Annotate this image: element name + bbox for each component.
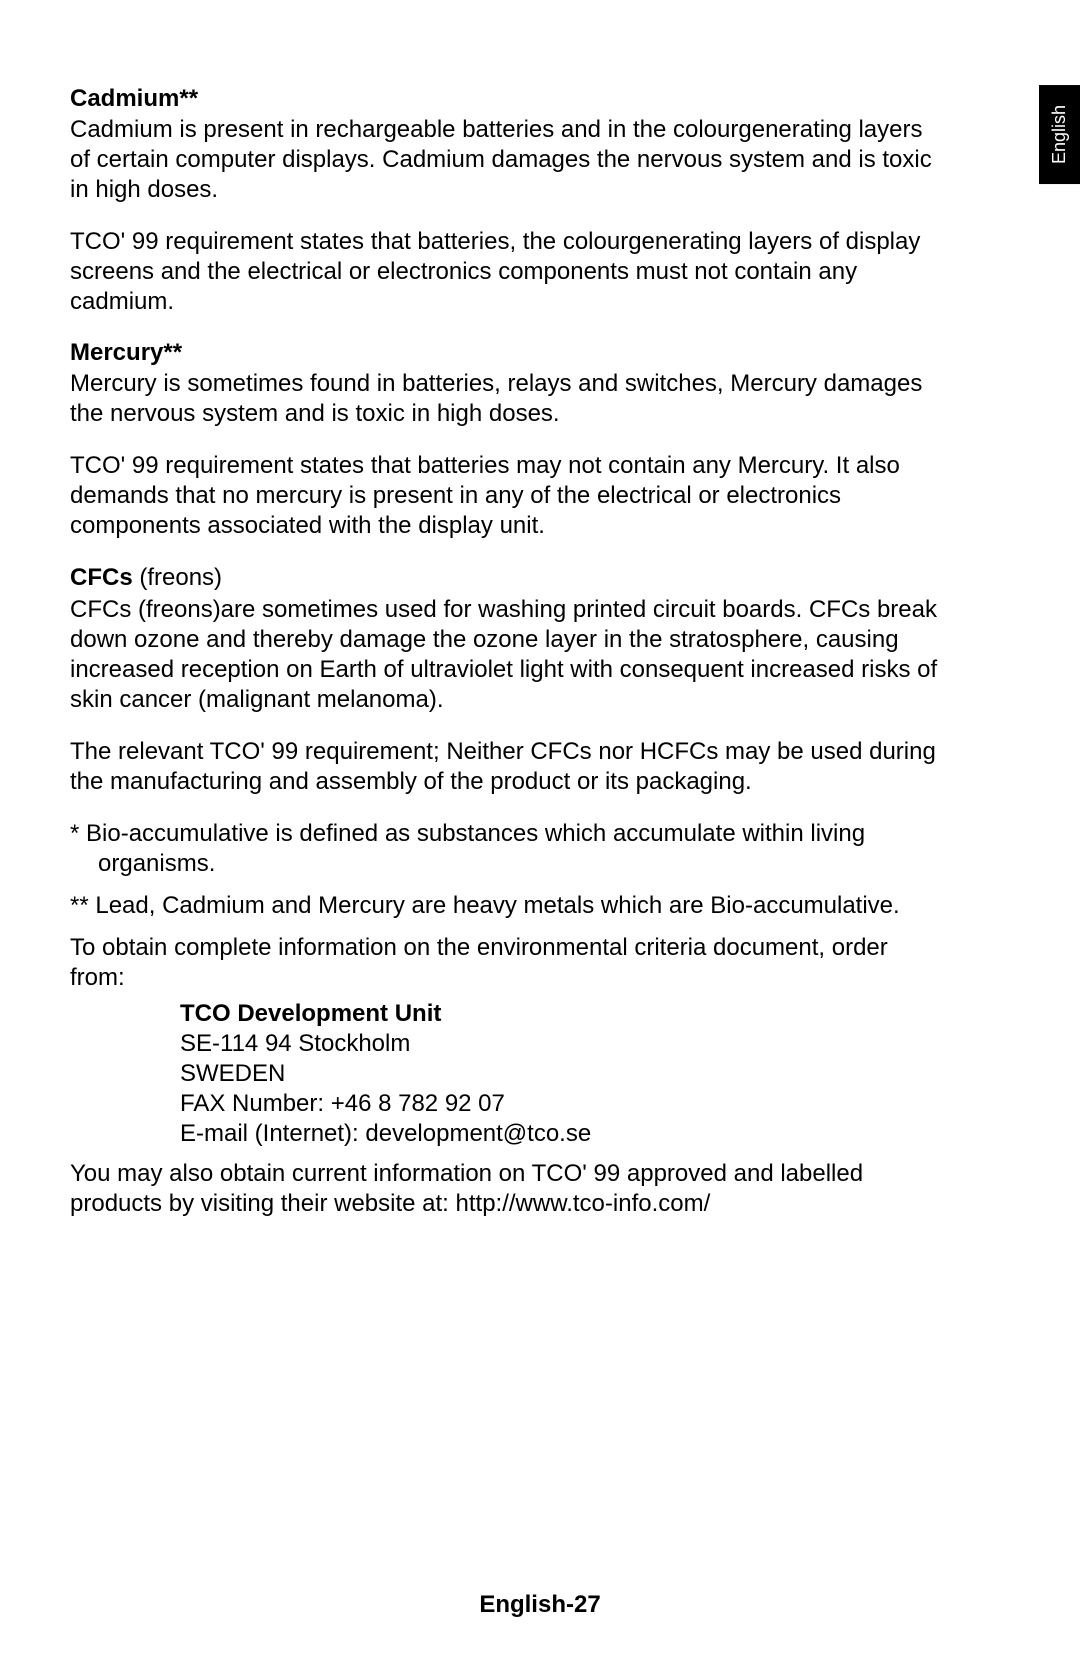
cadmium-para-1: Cadmium is present in rechargeable batte… <box>70 115 940 205</box>
footnote-2: ** Lead, Cadmium and Mercury are heavy m… <box>70 891 940 921</box>
cadmium-heading: Cadmium** <box>70 85 940 113</box>
cfcs-para-2: The relevant TCO' 99 requirement; Neithe… <box>70 737 940 797</box>
cadmium-para-2: TCO' 99 requirement states that batterie… <box>70 227 940 317</box>
mercury-para-1: Mercury is sometimes found in batteries,… <box>70 369 940 429</box>
cfcs-para-1: CFCs (freons)are sometimes used for wash… <box>70 595 940 715</box>
contact-outro: You may also obtain current information … <box>70 1159 940 1219</box>
page-number: English-27 <box>0 1591 1080 1619</box>
cfcs-heading-rest: (freons) <box>139 564 222 591</box>
footnote-1: * Bio-accumulative is defined as substan… <box>70 819 940 879</box>
contact-email: E-mail (Internet): development@tco.se <box>180 1119 940 1149</box>
mercury-heading: Mercury** <box>70 339 940 367</box>
contact-intro: To obtain complete information on the en… <box>70 933 940 993</box>
page-content: Cadmium** Cadmium is present in recharge… <box>0 0 1010 1219</box>
contact-block: TCO Development Unit SE-114 94 Stockholm… <box>70 999 940 1149</box>
contact-addr1: SE-114 94 Stockholm <box>180 1029 940 1059</box>
language-tab: English <box>1039 85 1080 184</box>
contact-addr2: SWEDEN <box>180 1059 940 1089</box>
mercury-para-2: TCO' 99 requirement states that batterie… <box>70 451 940 541</box>
contact-fax: FAX Number: +46 8 782 92 07 <box>180 1089 940 1119</box>
cfcs-heading: CFCs (freons) <box>70 563 940 593</box>
contact-org: TCO Development Unit <box>180 999 940 1029</box>
cfcs-heading-bold: CFCs <box>70 564 139 591</box>
